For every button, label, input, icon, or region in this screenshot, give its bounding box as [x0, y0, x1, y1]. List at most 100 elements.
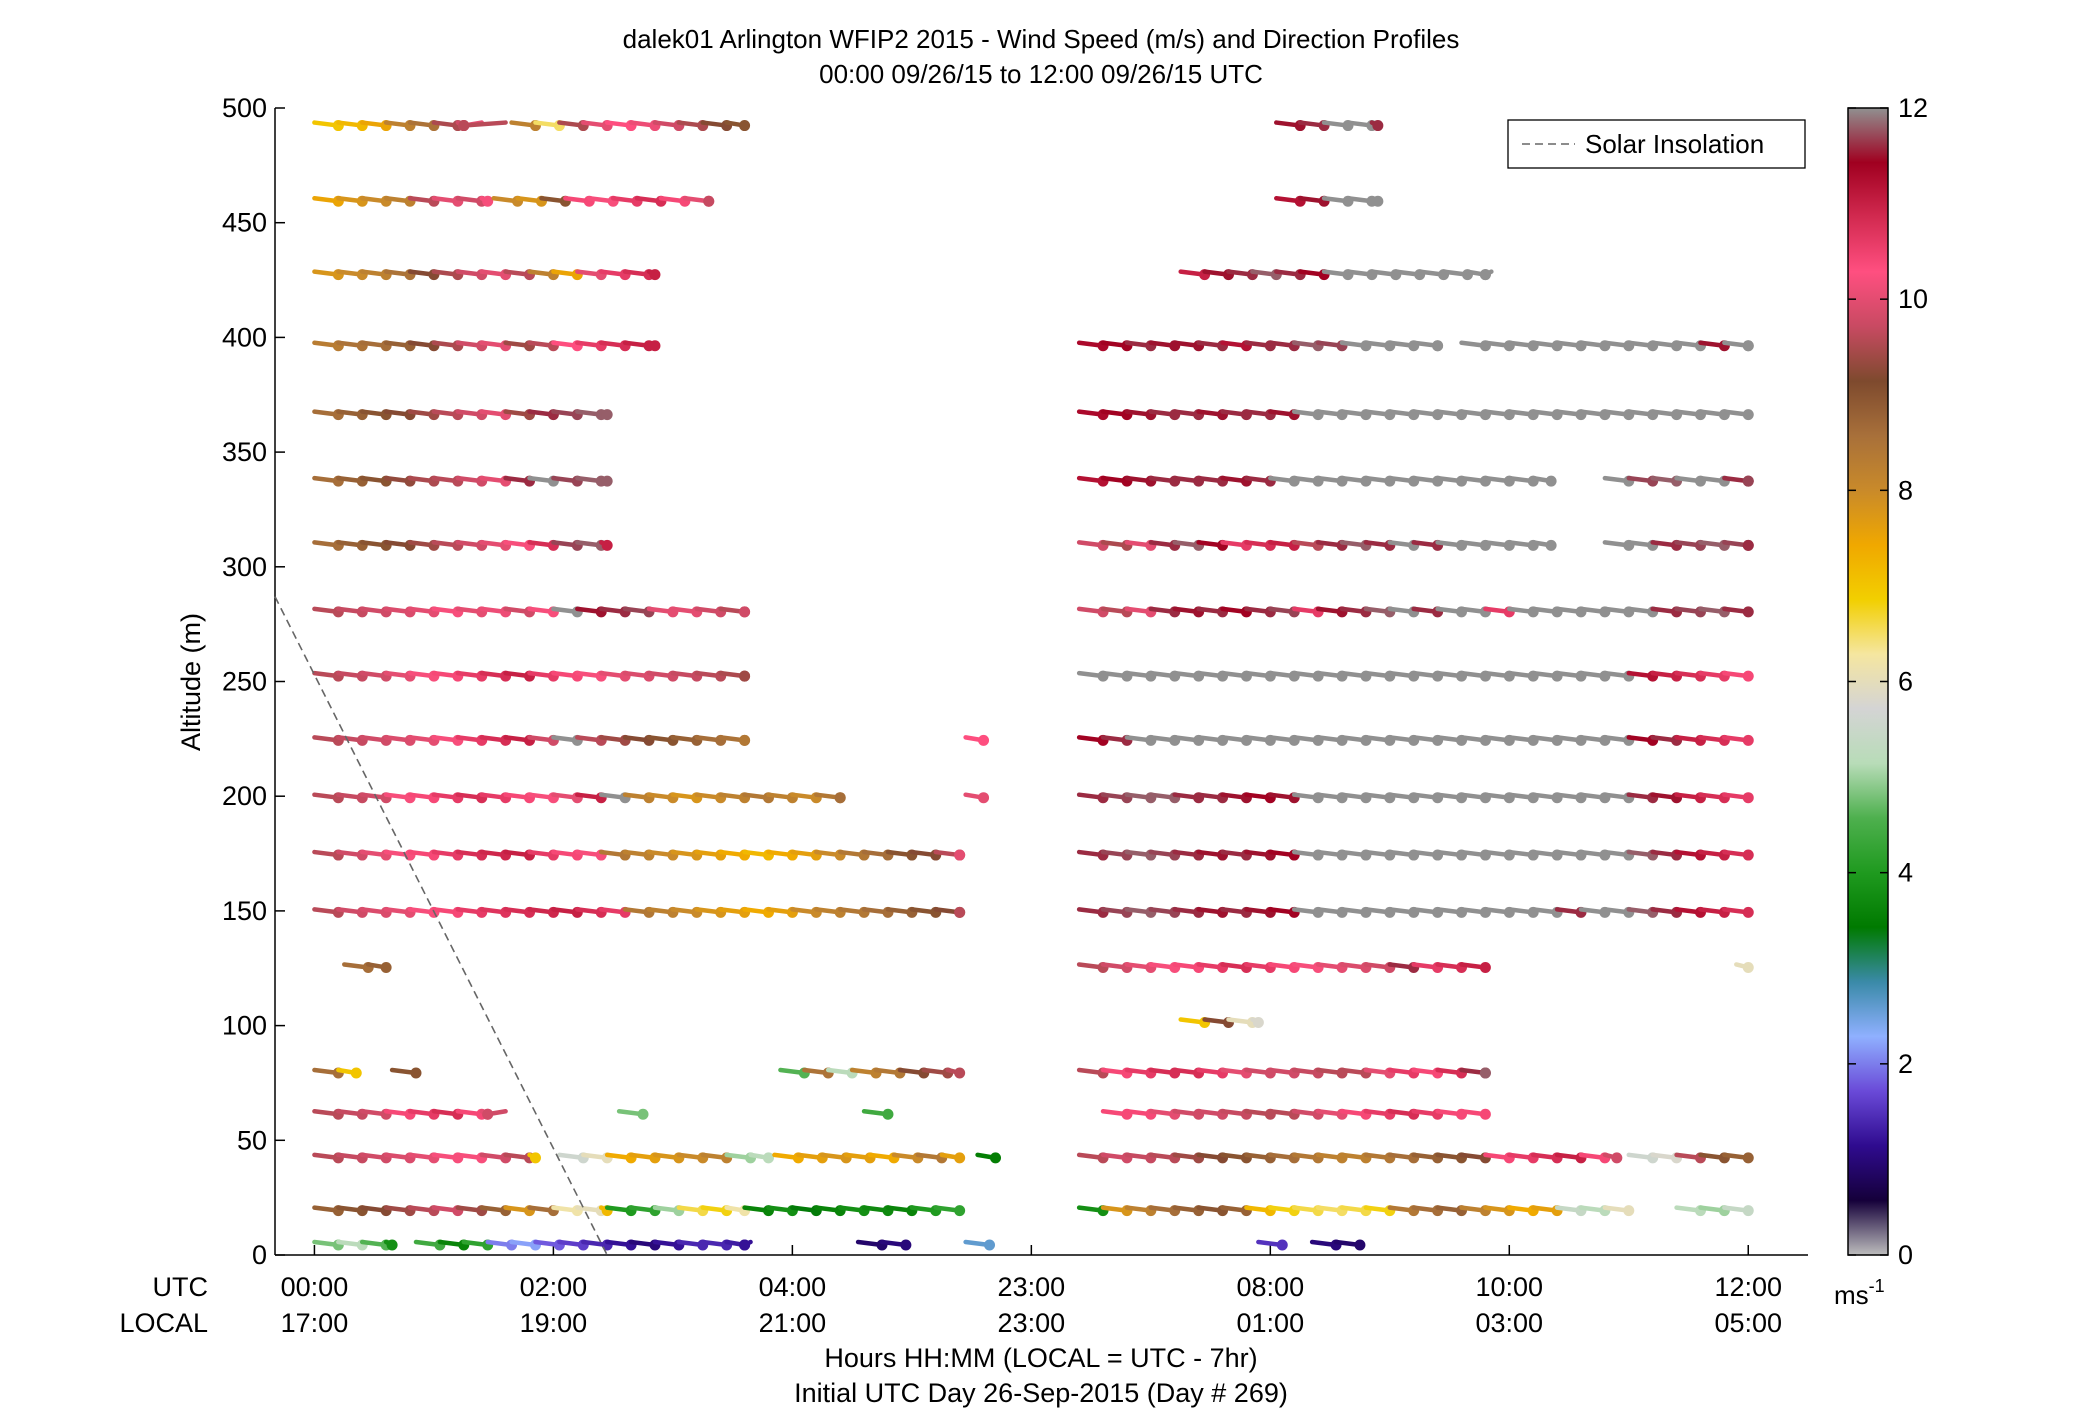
x-tick-label-utc: 12:00 [1714, 1272, 1782, 1302]
barb-dot [1479, 961, 1491, 973]
barb-dot [1372, 195, 1384, 207]
barb-dot [601, 409, 613, 421]
barb-dot [410, 1067, 422, 1079]
barb-dot [1354, 1239, 1366, 1251]
colorbar-tick-label: 8 [1898, 475, 1913, 505]
y-tick-label: 200 [222, 781, 267, 811]
y-tick-label: 100 [222, 1011, 267, 1041]
barb-dot [1372, 120, 1384, 132]
colorbar-unit-exp: -1 [1869, 1276, 1885, 1296]
x-tick-label-utc: 02:00 [520, 1272, 588, 1302]
x-tick-label-local: 17:00 [281, 1308, 349, 1338]
barb-row [342, 961, 1754, 973]
wind-barbs [312, 120, 1754, 1251]
solar-insolation-line [274, 596, 608, 1256]
y-ticks: 0 50 100 150 200 250 300 350 400 450 500 [222, 93, 285, 1270]
x-tick-label-local: 23:00 [998, 1308, 1066, 1338]
barb-row [312, 792, 1754, 804]
barb-dot [1252, 1017, 1264, 1029]
x-tick-label-local: 01:00 [1237, 1308, 1305, 1338]
barb-dot [1742, 606, 1754, 618]
x-tick-label-utc: 08:00 [1237, 1272, 1305, 1302]
colorbar-tick-label: 0 [1898, 1240, 1913, 1270]
barb-dot [739, 120, 751, 132]
barb-dot [1623, 1205, 1635, 1217]
barb-row [312, 606, 1754, 618]
x-ticks: 00:00 17:00 02:00 19:00 04:00 21:00 23:00 23:00… [281, 1245, 1782, 1338]
barb-dot [1742, 670, 1754, 682]
colorbar-ticks: 0 2 4 6 8 10 12 [1848, 93, 1928, 1270]
y-axis-label: Altitude (m) [176, 613, 206, 751]
barb-dot [1742, 792, 1754, 804]
x-axis-label: Hours HH:MM (LOCAL = UTC - 7hr) [824, 1343, 1257, 1373]
barb-dot [834, 792, 846, 804]
y-tick-label: 350 [222, 437, 267, 467]
colorbar-unit: ms-1 [1834, 1276, 1885, 1310]
x-tick-label-local: 05:00 [1714, 1308, 1782, 1338]
barb-dot [954, 1067, 966, 1079]
barb-row [312, 670, 1754, 682]
x-tick-label-utc: 23:00 [998, 1272, 1066, 1302]
barb-row [312, 849, 1754, 861]
barb-row [312, 120, 1384, 132]
barb-dot [482, 195, 494, 207]
y-tick-label: 400 [222, 322, 267, 352]
colorbar-tick-label: 4 [1898, 858, 1913, 888]
barb-dot [762, 1152, 774, 1164]
x-tick-label-utc: 10:00 [1475, 1272, 1543, 1302]
barb-dot [1432, 340, 1444, 352]
colorbar-unit-base: ms [1834, 1280, 1869, 1310]
barb-dot [1611, 1152, 1623, 1164]
barb-dot [1479, 1067, 1491, 1079]
barb-row [312, 906, 1754, 918]
barb-row [312, 1108, 1491, 1120]
barb-dot [1276, 1239, 1288, 1251]
barb-dot [954, 1205, 966, 1217]
chart-title: dalek01 Arlington WFIP2 2015 - Wind Spee… [623, 24, 1460, 54]
x-tick-label-local: 03:00 [1475, 1308, 1543, 1338]
barb-dot [739, 1239, 751, 1251]
barb-dot [1742, 961, 1754, 973]
barb-row [312, 195, 1384, 207]
barb-row [312, 1205, 1754, 1217]
legend: Solar Insolation [1507, 119, 1806, 169]
x-axis-label-2: Initial UTC Day 26-Sep-2015 (Day # 269) [794, 1378, 1288, 1408]
barb-dot [989, 1152, 1001, 1164]
y-tick-label: 500 [222, 93, 267, 123]
barb-shaft [461, 120, 508, 128]
barb-dot [1545, 539, 1557, 551]
barb-dot [882, 1108, 894, 1120]
legend-box [1507, 119, 1806, 169]
barb-dot [1479, 269, 1491, 281]
barb-dot [900, 1239, 912, 1251]
barb-row [312, 340, 1754, 352]
legend-label-solar: Solar Insolation [1585, 129, 1764, 159]
y-tick-label: 150 [222, 896, 267, 926]
colorbar-tick-label: 12 [1898, 93, 1928, 123]
barb-dot [739, 606, 751, 618]
barb-row [1178, 1017, 1264, 1029]
barb-dot [1479, 1108, 1491, 1120]
barb-dot [1742, 734, 1754, 746]
barb-row [312, 734, 1754, 746]
barb-dot [954, 849, 966, 861]
barb-dot [1742, 906, 1754, 918]
barb-row [312, 269, 1494, 281]
barb-dot [529, 1152, 541, 1164]
barb-dot [380, 961, 392, 973]
x-tick-label-local: 19:00 [520, 1308, 588, 1338]
y-tick-label: 0 [252, 1240, 267, 1270]
barb-dot [458, 120, 470, 132]
barb-dot [1742, 849, 1754, 861]
barb-row [312, 1067, 1491, 1079]
barb-dot [1742, 1152, 1754, 1164]
barb-dot [1545, 475, 1557, 487]
barb-row [312, 475, 1754, 487]
barb-dot [954, 1152, 966, 1164]
colorbar-tick-label: 6 [1898, 667, 1913, 697]
barb-dot [601, 475, 613, 487]
barb-dot [1742, 539, 1754, 551]
barb-dot [1742, 475, 1754, 487]
barb-row [312, 539, 1754, 551]
